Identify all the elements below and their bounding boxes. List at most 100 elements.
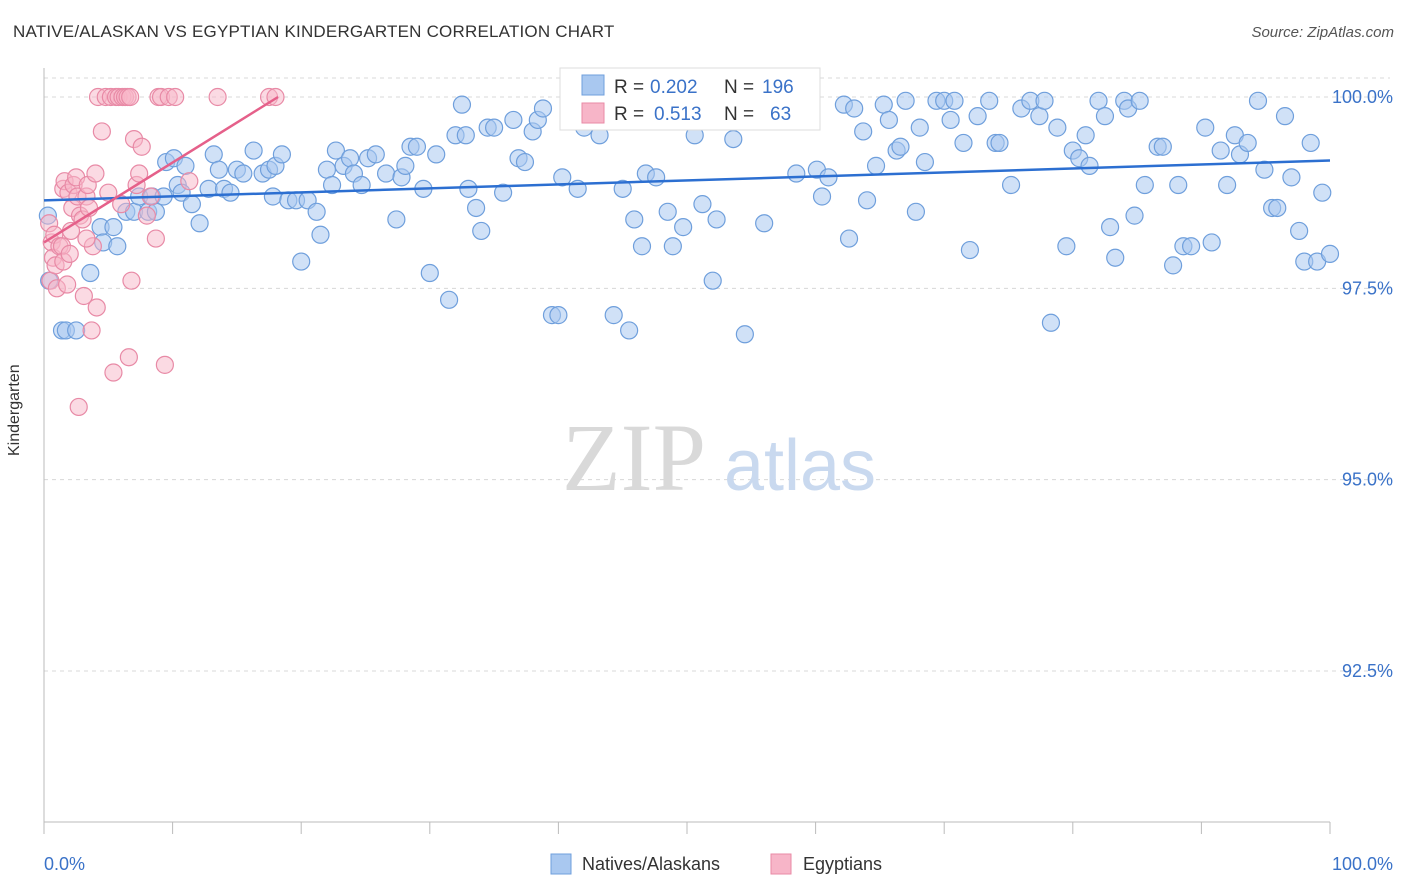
egyptians-point-56 [166, 87, 185, 107]
x-tick-label-0: 0.0% [44, 854, 85, 874]
natives-point-91 [647, 168, 666, 187]
natives-point-55 [396, 156, 415, 175]
natives-point-4 [67, 321, 86, 340]
natives-point-150 [1106, 248, 1125, 267]
legend-r-label-1: R = [614, 77, 644, 98]
natives-point-47 [340, 149, 360, 168]
natives-point-57 [407, 137, 427, 156]
y-tick-label-3: 92.5% [1342, 661, 1393, 681]
natives-point-98 [707, 210, 726, 229]
legend-swatch-pink [581, 102, 605, 124]
natives-point-117 [874, 95, 893, 114]
natives-point-159 [1169, 175, 1188, 195]
legend-n-value-2: 63 [770, 104, 791, 125]
natives-point-127 [941, 110, 960, 130]
egyptians-point-29 [87, 298, 106, 317]
natives-point-115 [857, 191, 877, 210]
series-legend-egyptians: Egyptians [803, 854, 882, 874]
natives-point-114 [854, 122, 873, 141]
series-legend: Natives/Alaskans Egyptians [550, 853, 882, 875]
watermark-zip: ZIP [562, 404, 706, 511]
natives-point-139 [1035, 91, 1054, 110]
natives-point-132 [980, 91, 999, 110]
natives-point-179 [1313, 183, 1332, 202]
natives-point-69 [485, 118, 504, 137]
watermark: ZIP atlas [562, 404, 876, 511]
natives-point-28 [221, 183, 240, 202]
natives-point-70 [494, 183, 513, 202]
natives-point-116 [866, 156, 886, 175]
natives-point-101 [735, 325, 754, 344]
natives-point-41 [307, 202, 326, 221]
egyptians-point-58 [208, 87, 227, 107]
egyptians-point-44 [122, 271, 141, 290]
natives-point-78 [549, 306, 568, 325]
natives-point-44 [322, 175, 342, 195]
natives-point-140 [1041, 313, 1061, 332]
natives-point-94 [674, 218, 693, 237]
y-tick-label-0: 100.0% [1332, 87, 1393, 107]
natives-point-67 [472, 221, 491, 241]
legend-r-value-1: 0.202 [650, 77, 698, 98]
natives-point-170 [1255, 160, 1274, 179]
natives-point-124 [915, 152, 935, 172]
natives-point-149 [1100, 218, 1120, 237]
natives-point-84 [604, 306, 623, 325]
natives-point-162 [1196, 118, 1215, 137]
natives-point-87 [625, 210, 644, 229]
series-legend-swatch-egyptians [770, 853, 792, 875]
egyptians-point-22 [74, 286, 93, 306]
egyptians-point-61 [69, 397, 88, 417]
natives-point-103 [755, 214, 774, 233]
natives-point-134 [990, 133, 1009, 153]
natives-point-180 [1320, 244, 1340, 263]
natives-point-129 [954, 133, 973, 153]
natives-point-163 [1202, 233, 1221, 252]
natives-point-71 [504, 110, 523, 130]
natives-point-109 [812, 187, 832, 206]
natives-point-65 [459, 179, 478, 198]
natives-point-173 [1275, 107, 1295, 126]
egyptians-point-35 [104, 363, 123, 382]
natives-point-122 [906, 202, 926, 221]
stats-legend: R = 0.202 N = 196 R = 0.513 N = 63 [559, 67, 821, 131]
natives-point-113 [845, 99, 864, 118]
natives-point-93 [663, 237, 682, 256]
series-legend-natives: Natives/Alaskans [582, 854, 720, 874]
natives-point-135 [1001, 175, 1021, 195]
natives-point-60 [427, 145, 446, 164]
natives-point-157 [1153, 137, 1172, 156]
natives-point-22 [182, 195, 201, 214]
legend-r-label-2: R = [614, 104, 644, 125]
axes [43, 68, 1331, 834]
egyptians-point-54 [155, 355, 174, 374]
natives-point-161 [1182, 237, 1201, 256]
natives-point-51 [366, 145, 385, 164]
natives-point-61 [439, 290, 459, 309]
series-legend-swatch-natives [550, 853, 572, 875]
natives-point-175 [1290, 221, 1309, 241]
natives-point-130 [960, 240, 980, 260]
natives-point-169 [1248, 91, 1268, 110]
natives-point-112 [839, 229, 859, 248]
trend-lines [43, 95, 1331, 244]
natives-point-96 [693, 195, 712, 214]
egyptians-point-43 [121, 87, 140, 107]
natives-point-172 [1268, 198, 1287, 218]
natives-point-97 [703, 271, 722, 290]
natives-point-148 [1095, 107, 1115, 126]
egyptians-point-48 [132, 137, 151, 156]
natives-trend-line [43, 159, 1331, 202]
natives-point-138 [1030, 107, 1049, 126]
natives-point-23 [190, 214, 209, 233]
natives-point-145 [1076, 126, 1095, 145]
egyptians-points [40, 87, 285, 417]
egyptians-point-12 [58, 275, 77, 294]
natives-point-42 [311, 225, 330, 244]
natives-point-25 [204, 145, 223, 164]
natives-point-34 [263, 187, 283, 206]
natives-point-174 [1282, 168, 1301, 187]
natives-point-26 [209, 160, 228, 179]
natives-point-21 [176, 156, 195, 175]
